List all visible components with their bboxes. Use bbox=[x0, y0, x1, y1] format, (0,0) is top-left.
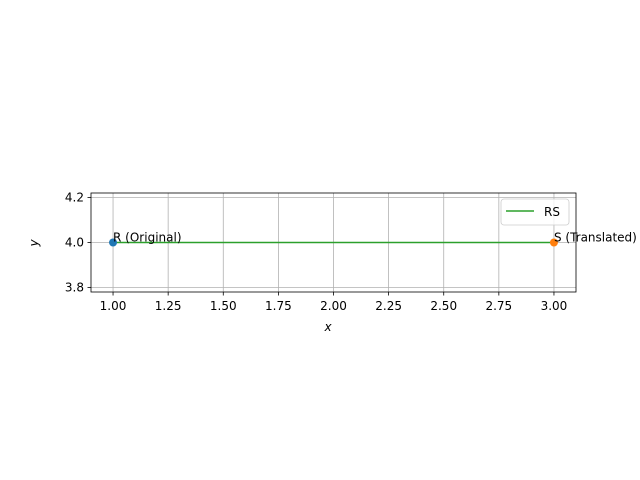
legend-box bbox=[500, 198, 570, 226]
x-tick-label: 2.50 bbox=[430, 299, 457, 313]
point-annotation: R (Original) bbox=[113, 231, 181, 245]
data-point bbox=[109, 238, 118, 247]
ticks: 1.00 1.25 1.50 1.75 2.00 2.25 2.50 2.75 3.00 3.8 4… bbox=[65, 191, 567, 314]
y-tick-label: 4.2 bbox=[65, 191, 84, 205]
x-tick-label: 1.50 bbox=[210, 299, 237, 313]
x-axis-label: x bbox=[323, 320, 332, 334]
x-tick-label: 1.25 bbox=[155, 299, 182, 313]
point-annotation: S (Translated) bbox=[554, 231, 637, 245]
y-tick-label: 3.8 bbox=[65, 281, 84, 295]
legend: RS bbox=[500, 198, 570, 226]
y-axis-label: y bbox=[27, 239, 41, 248]
x-tick-label: 3.00 bbox=[541, 299, 568, 313]
points-layer bbox=[109, 238, 558, 247]
x-tick-label: 2.00 bbox=[320, 299, 347, 313]
x-tick-label: 2.75 bbox=[485, 299, 512, 313]
x-tick-label: 2.25 bbox=[375, 299, 402, 313]
legend-label: RS bbox=[544, 205, 560, 219]
annotations: R (Original) S (Translated) bbox=[113, 231, 637, 245]
x-tick-label: 1.75 bbox=[265, 299, 292, 313]
y-tick-label: 4.0 bbox=[65, 236, 84, 250]
x-tick-label: 1.00 bbox=[100, 299, 127, 313]
data-point bbox=[549, 238, 558, 247]
